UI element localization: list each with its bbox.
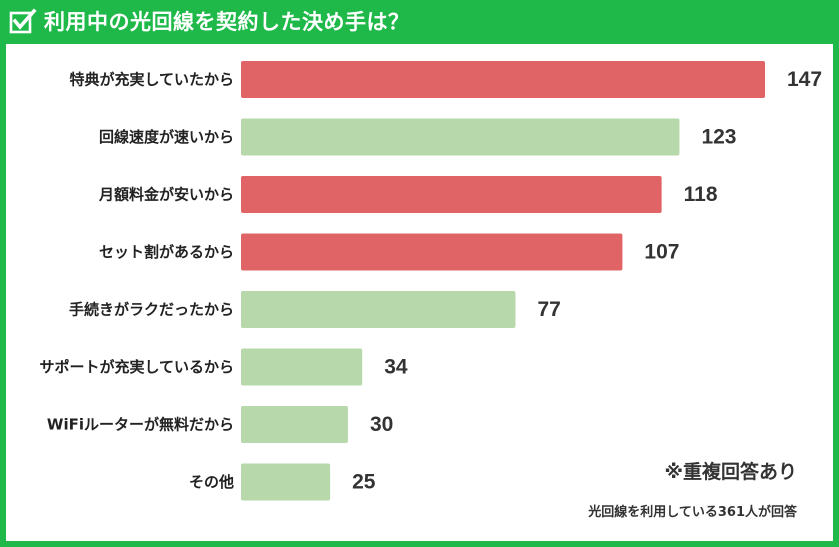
value-label: 25 xyxy=(352,471,376,494)
chart-title: 利用中の光回線を契約した決め手は？ xyxy=(44,10,410,34)
category-label: 特典が充実していたから xyxy=(69,71,234,89)
chart-panel: 特典が充実していたから 147 回線速度が速いから 123 月額料金が安いから 118 セッ… xyxy=(6,44,833,541)
bar xyxy=(241,233,623,271)
category-label: WiFiルーターが無料だから xyxy=(47,416,234,434)
header: 利用中の光回線を契約した決め手は？ xyxy=(0,0,839,44)
bar xyxy=(241,176,662,213)
category-label: サポートが充実しているから xyxy=(39,358,234,376)
value-label: 77 xyxy=(537,298,560,321)
value-label: 118 xyxy=(684,183,718,206)
category-label: 回線速度が速いから xyxy=(99,128,234,146)
category-label: その他 xyxy=(189,473,234,491)
value-label: 34 xyxy=(384,356,408,379)
value-label: 147 xyxy=(787,68,822,91)
bar xyxy=(241,348,363,386)
multiple-answers-note: ※重複回答あり xyxy=(664,461,797,483)
bar xyxy=(241,463,331,501)
value-label: 107 xyxy=(644,241,679,264)
bar xyxy=(241,291,516,328)
category-label: 手続きがラクだったから xyxy=(69,301,234,319)
category-label: セット割があるから xyxy=(99,243,234,261)
value-label: 123 xyxy=(701,126,736,149)
bar xyxy=(241,118,680,156)
category-label: 月額料金が安いから xyxy=(98,186,234,204)
bar xyxy=(241,406,348,443)
bar-chart: 特典が充実していたから 147 回線速度が速いから 123 月額料金が安いから 118 セッ… xyxy=(39,61,822,501)
bar xyxy=(241,61,765,98)
checkbox-check-icon xyxy=(9,8,37,34)
value-label: 30 xyxy=(370,413,393,436)
respondents-note: 光回線を利用している361人が回答 xyxy=(588,505,797,520)
